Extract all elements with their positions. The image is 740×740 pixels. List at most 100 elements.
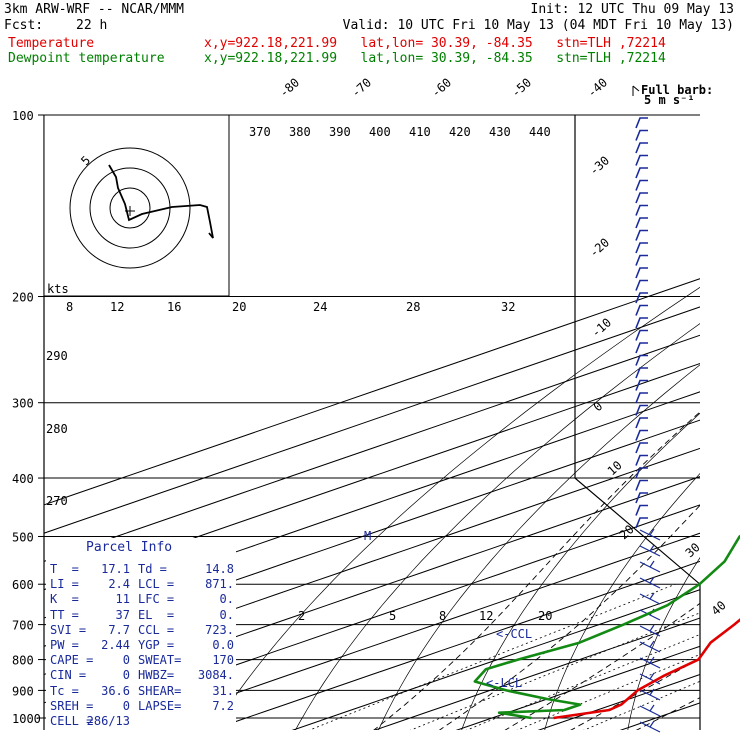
dry-adiabat-line: [295, 323, 700, 730]
mixing-ratio-label: 20: [232, 300, 246, 314]
isotherm-line: [537, 673, 700, 730]
pressure-label: 300: [12, 397, 34, 411]
wind-barb: [635, 417, 648, 429]
mixing-ratio-label-lower: 2: [298, 609, 305, 623]
parcel-info-key: Tc =: [50, 683, 79, 698]
wind-barb: [635, 117, 648, 129]
isotherm-line: [127, 532, 700, 730]
parcel-info-key: HWBZ=: [138, 668, 175, 683]
wind-barb: [635, 254, 648, 266]
mixing-ratio-label-lower: 20: [538, 609, 552, 623]
wind-barb: [635, 129, 648, 141]
wind-barb: [635, 279, 648, 291]
wind-barb: [635, 204, 648, 216]
parcel-info-value: 37: [115, 607, 130, 622]
dewpoint-station-info: x,y=922.18,221.99 lat,lon= 30.39, -84.35…: [204, 51, 666, 66]
isotherm-label: -10: [589, 315, 614, 340]
theta-e-label: 280: [46, 422, 68, 436]
parcel-info-key: SREH =: [50, 698, 94, 713]
wind-barb: [635, 392, 648, 404]
pressure-label: 800: [12, 654, 34, 668]
mixing-ratio-label: 24: [313, 300, 327, 314]
isotherm-line: [44, 306, 700, 534]
parcel-info-value: 0.: [219, 607, 234, 622]
wind-barb: [639, 576, 661, 589]
pressure-label: 200: [12, 291, 34, 305]
pressure-label: 400: [12, 472, 34, 486]
parcel-info-key: SWEAT=: [138, 653, 182, 668]
wind-barb: [635, 267, 648, 279]
dewpoint-profile-line: [473, 534, 740, 720]
parcel-info-row: PW = 2.44 YGP = 0.0: [50, 638, 236, 653]
parcel-info-value: 17.1: [101, 562, 130, 576]
parcel-info-key: Td =: [138, 562, 167, 576]
pressure-labels: 100 200 300 400 500 600 700 800 900 1000: [12, 109, 41, 726]
wind-barb: [639, 704, 661, 717]
parcel-info-key: T =: [50, 562, 79, 576]
barb-legend-icon: [632, 85, 640, 96]
theta-label: 410: [409, 125, 431, 139]
parcel-info-value: 2.4: [108, 577, 130, 592]
wind-barb: [635, 354, 648, 366]
theta-label: 380: [289, 125, 311, 139]
pressure-label: 100: [12, 109, 34, 123]
theta-label: 400: [369, 125, 391, 139]
wind-barb: [635, 367, 648, 379]
wind-barb: [635, 504, 648, 516]
temperature-profile-line: [553, 618, 740, 720]
isotherm-label: 20: [617, 522, 637, 542]
moist-adiabat-line: [504, 602, 700, 730]
parcel-info-key: YGP =: [138, 637, 175, 652]
parcel-info-value: 31.: [212, 683, 234, 698]
wind-barb: [635, 179, 648, 191]
pressure-label: 600: [12, 578, 34, 592]
isotherm-label: -40: [585, 75, 610, 100]
isotherm-label: -60: [429, 75, 454, 100]
isotherm-line: [44, 447, 700, 676]
isotherm-label: 0: [591, 399, 606, 414]
parcel-info-panel: Parcel Info T = 17.1 Td = 14.8 LI = 2.4 LCL = 8…: [46, 538, 236, 733]
pressure-label: 1000: [12, 712, 41, 726]
parcel-info-key: LAPSE=: [138, 698, 182, 713]
parcel-info-row: K = 11 LFC = 0.: [50, 592, 236, 607]
theta-label: 440: [529, 125, 551, 139]
wind-barb: [635, 492, 648, 504]
dry-adiabat-line: [211, 286, 700, 730]
series-layer: [473, 534, 740, 720]
parcel-info-title: Parcel Info: [86, 540, 173, 555]
isotherm-label: 40: [709, 598, 729, 618]
parcel-info-row: TT = 37 EL = 0.: [50, 608, 236, 623]
parcel-info-value: 0: [122, 698, 130, 713]
parcel-info-key: LI =: [50, 577, 79, 592]
model-title: 3km ARW-WRF -- NCAR/MMM: [4, 2, 185, 17]
parcel-info-value: 286/13: [86, 713, 130, 728]
isotherm-line: [44, 334, 700, 562]
wind-barb: [635, 342, 648, 354]
parcel-info-value: 36.6: [101, 683, 130, 698]
wind-barb: [639, 560, 661, 573]
hodograph-ring-outer: [69, 147, 191, 269]
parcel-info-key: LFC =: [138, 592, 175, 607]
parcel-info-value: 170: [212, 653, 234, 668]
dry-adiabat-line: [627, 557, 700, 730]
isotherm-line: [455, 645, 700, 730]
wind-barb: [635, 217, 648, 229]
mixing-ratio-line: [516, 653, 700, 730]
parcel-info-key: CIN =: [50, 668, 87, 683]
pressure-label: 500: [12, 530, 34, 544]
hodograph: 5 kts: [43, 114, 230, 297]
pressure-label: 900: [12, 684, 34, 698]
wind-barb: [635, 329, 648, 341]
parcel-info-key: SVI =: [50, 622, 87, 637]
theta-label: 420: [449, 125, 471, 139]
isotherm-line: [44, 278, 700, 506]
parcel-info-row: T = 17.1 Td = 14.8: [50, 562, 236, 577]
hodograph-ring-inner: [109, 187, 151, 229]
mixing-ratio-label-lower: 12: [479, 609, 493, 623]
wind-barb: [639, 672, 661, 685]
parcel-info-value: 7.7: [108, 622, 130, 637]
wind-barb: [639, 656, 661, 669]
isotherm-label: 30: [683, 540, 703, 560]
mixing-ratio-label: 32: [501, 300, 515, 314]
parcel-info-row: CIN = 0 HWBZ= 3084.: [50, 668, 236, 683]
